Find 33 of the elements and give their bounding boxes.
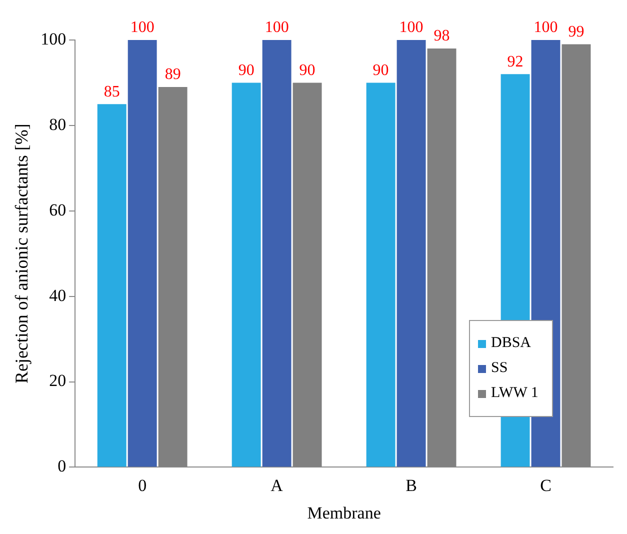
x-tick-label: B (406, 476, 417, 495)
y-tick-label: 80 (49, 114, 66, 134)
x-tick-label: A (270, 476, 284, 495)
data-label: 85 (104, 83, 120, 100)
data-label: 92 (507, 53, 524, 70)
data-label: 90 (299, 62, 316, 79)
bar (396, 40, 426, 467)
data-label: 100 (130, 19, 154, 36)
y-tick-label: 100 (40, 29, 66, 48)
legend-label: SS (491, 360, 508, 378)
data-label: 99 (568, 23, 584, 40)
data-label: 90 (238, 62, 254, 79)
y-tick-label: 0 (58, 456, 66, 476)
x-tick-label: C (540, 476, 552, 495)
bar (262, 40, 292, 467)
x-axis-title: Membrane (307, 503, 381, 522)
data-label: 100 (534, 19, 558, 36)
bar (232, 82, 261, 467)
bar (97, 104, 126, 467)
y-tick-label: 20 (49, 371, 66, 390)
data-label: 89 (164, 66, 181, 84)
x-tick-label: 0 (138, 476, 147, 495)
y-axis-title: Rejection of anionic surfactants [%] (12, 124, 32, 384)
bar (128, 40, 157, 467)
data-label: 98 (434, 28, 450, 45)
bar (366, 82, 396, 467)
y-tick-label: 40 (49, 286, 66, 305)
legend-label: DBSA (491, 335, 532, 352)
legend-label: LWW 1 (491, 385, 538, 402)
y-tick-label: 60 (49, 200, 66, 220)
data-label: 90 (372, 62, 389, 79)
data-label: 100 (264, 19, 289, 36)
data-label: 100 (399, 19, 424, 36)
